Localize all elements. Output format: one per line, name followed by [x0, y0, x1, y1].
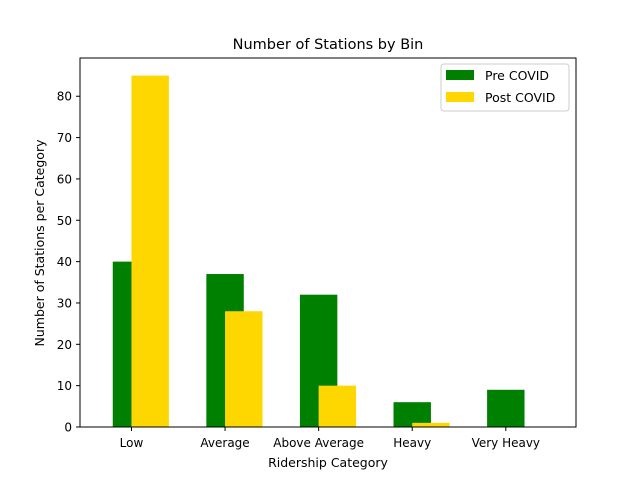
y-tick-label: 20	[57, 338, 72, 352]
bar-post-covid-average	[225, 311, 263, 427]
x-axis-label: Ridership Category	[268, 455, 388, 470]
x-tick-label: Low	[120, 436, 144, 450]
y-tick-label: 60	[57, 172, 72, 186]
legend-swatch-pre-covid	[446, 70, 474, 80]
chart-title: Number of Stations by Bin	[233, 37, 424, 53]
y-tick-label: 50	[57, 214, 72, 228]
y-tick-label: 40	[57, 255, 72, 269]
bar-post-covid-above-average	[318, 385, 357, 427]
x-tick-label: Very Heavy	[472, 436, 540, 450]
legend-swatch-post-covid	[446, 92, 474, 102]
y-tick-label: 80	[57, 90, 72, 104]
x-tick-label: Heavy	[393, 436, 431, 450]
y-tick-label: 30	[57, 296, 72, 310]
y-axis-label: Number of Stations per Category	[32, 139, 47, 347]
bar-post-covid-low	[131, 75, 169, 427]
legend: Pre COVID Post COVID	[440, 63, 570, 112]
x-tick-label: Average	[200, 436, 249, 450]
legend-label-post-covid: Post COVID	[485, 90, 555, 105]
y-tick-label: 0	[64, 421, 72, 435]
bar-post-covid-heavy	[412, 422, 450, 427]
bar-pre-covid-heavy	[393, 402, 431, 427]
plot-frame	[79, 57, 577, 428]
x-axis-ticks: Low Average Above Average Heavy Very Heavy	[120, 427, 540, 450]
legend-label-pre-covid: Pre COVID	[485, 68, 549, 83]
y-tick-label: 10	[57, 379, 72, 393]
x-tick-label: Above Average	[273, 436, 364, 450]
y-axis-ticks: 0 10 20 30 40 50 60 70 80	[57, 90, 80, 435]
y-tick-label: 70	[57, 131, 72, 145]
bars-group	[112, 75, 525, 427]
bar-pre-covid-very-heavy	[487, 389, 525, 427]
